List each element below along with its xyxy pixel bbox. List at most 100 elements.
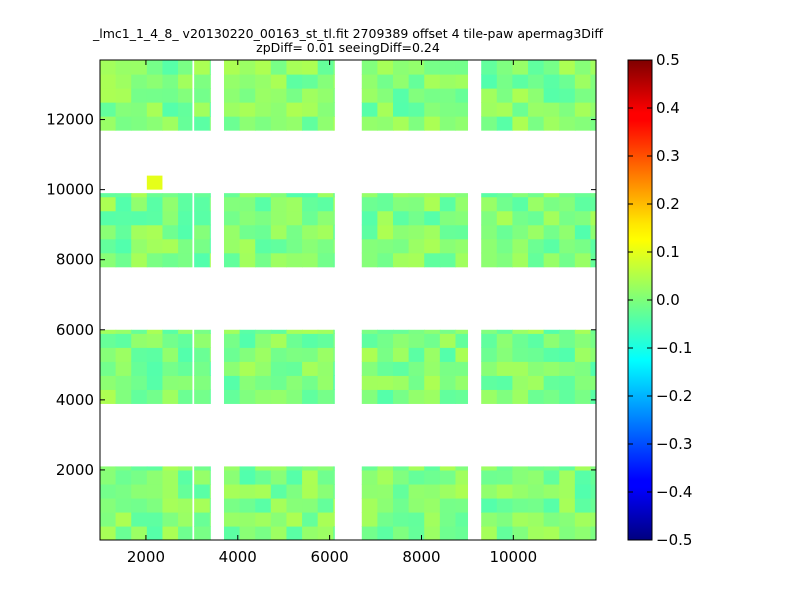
heatmap-cell: [209, 329, 211, 334]
heatmap-cell: [224, 497, 241, 513]
heatmap-cell: [496, 210, 514, 226]
heatmap-cell: [333, 196, 335, 212]
heatmap-cell: [317, 60, 334, 75]
heatmap-cell: [424, 511, 441, 527]
heatmap-cell: [455, 361, 469, 376]
heatmap-cell: [194, 224, 211, 240]
heatmap-cell: [317, 483, 334, 499]
heatmap-cell: [317, 497, 334, 513]
heatmap-cell: [574, 483, 592, 499]
heatmap-cell: [162, 88, 179, 103]
heatmap-cell: [377, 497, 394, 513]
heatmap-cell: [377, 389, 394, 404]
heatmap-cell: [408, 497, 425, 513]
heatmap-cell: [115, 483, 132, 499]
heatmap-cell: [270, 347, 288, 362]
heatmap-cell: [131, 466, 148, 471]
heatmap-cell: [194, 193, 211, 198]
heatmap-cell: [512, 497, 529, 513]
heatmap-cell: [209, 347, 211, 362]
heatmap-cell: [361, 224, 378, 240]
heatmap-cell: [512, 333, 529, 348]
heatmap-cell: [131, 252, 148, 268]
heatmap-cell: [424, 466, 441, 471]
heatmap-cell: [574, 102, 592, 117]
heatmap-cell: [131, 469, 148, 485]
heatmap-cell: [224, 483, 241, 499]
heatmap-cell: [333, 224, 335, 240]
heatmap-cell: [162, 525, 179, 540]
heatmap-cell: [393, 333, 410, 348]
heatmap-cell: [559, 193, 576, 198]
heatmap-cell: [224, 102, 241, 117]
heatmap-cell: [543, 252, 560, 268]
heatmap-cell: [455, 74, 469, 89]
heatmap-cell: [361, 511, 378, 527]
heatmap-cell: [100, 238, 117, 254]
heatmap-cell: [317, 193, 334, 198]
heatmap-cell: [377, 329, 394, 334]
heatmap-cell: [178, 525, 193, 540]
heatmap-cell: [302, 252, 319, 268]
heatmap-cell: [115, 102, 132, 117]
heatmap-cell: [100, 483, 117, 499]
heatmap-cell: [481, 347, 498, 362]
heatmap-cell: [209, 361, 211, 376]
heatmap-cell: [574, 466, 592, 471]
heatmap-cell: [255, 469, 272, 485]
heatmap-cell: [131, 483, 148, 499]
heatmap-cell: [146, 116, 164, 131]
heatmap-cell: [270, 361, 288, 376]
heatmap-cell: [377, 375, 394, 390]
heatmap-cell: [424, 497, 441, 513]
heatmap-cell: [574, 389, 592, 404]
heatmap-cell: [590, 196, 596, 212]
colorbar-tick-label: 0.2: [656, 195, 680, 213]
heatmap-cell: [286, 347, 303, 362]
heatmap-cell: [408, 238, 425, 254]
heatmap-cell: [178, 466, 193, 471]
heatmap-cell: [408, 88, 425, 103]
x-tick-label: 8000: [402, 548, 440, 566]
heatmap-cell: [559, 375, 576, 390]
heatmap-cell: [100, 361, 117, 376]
x-tick-label: 2000: [127, 548, 165, 566]
heatmap-cell: [455, 375, 469, 390]
heatmap-cell: [131, 210, 148, 226]
heatmap-cell: [255, 511, 272, 527]
y-tick-label: 8000: [56, 251, 94, 269]
heatmap-cell: [528, 116, 545, 131]
heatmap-cell: [574, 329, 592, 334]
heatmap-cell: [146, 196, 164, 212]
heatmap-cell: [162, 60, 179, 75]
heatmap-cell: [496, 466, 514, 471]
heatmap-cell: [270, 525, 288, 540]
heatmap-cell: [528, 483, 545, 499]
heatmap-cell: [209, 88, 211, 103]
heatmap-cell: [255, 375, 272, 390]
heatmap-cell: [209, 469, 211, 485]
y-axis: 2000 4000 6000 8000 10000 12000: [46, 111, 596, 479]
heatmap-cell: [286, 525, 303, 540]
heatmap-cell: [528, 361, 545, 376]
heatmap-cell: [408, 329, 425, 334]
heatmap-cell: [543, 102, 560, 117]
heatmap-cell: [131, 116, 148, 131]
heatmap-cell: [302, 329, 319, 334]
x-tick-label: 10000: [489, 548, 537, 566]
heatmap-cell: [209, 252, 211, 268]
heatmap-cell: [439, 74, 457, 89]
heatmap-cell: [439, 252, 457, 268]
heatmap-cell: [131, 511, 148, 527]
heatmap-cell: [255, 224, 272, 240]
heatmap-cell: [270, 469, 288, 485]
heatmap-cell: [424, 88, 441, 103]
heatmap-cell: [224, 466, 241, 471]
heatmap-cell: [209, 375, 211, 390]
heatmap-cell: [574, 347, 592, 362]
heatmap-cell: [361, 361, 378, 376]
heatmap-cell: [224, 347, 241, 362]
heatmap-cell: [224, 333, 241, 348]
heatmap-cell: [528, 74, 545, 89]
heatmap-cell: [302, 511, 319, 527]
